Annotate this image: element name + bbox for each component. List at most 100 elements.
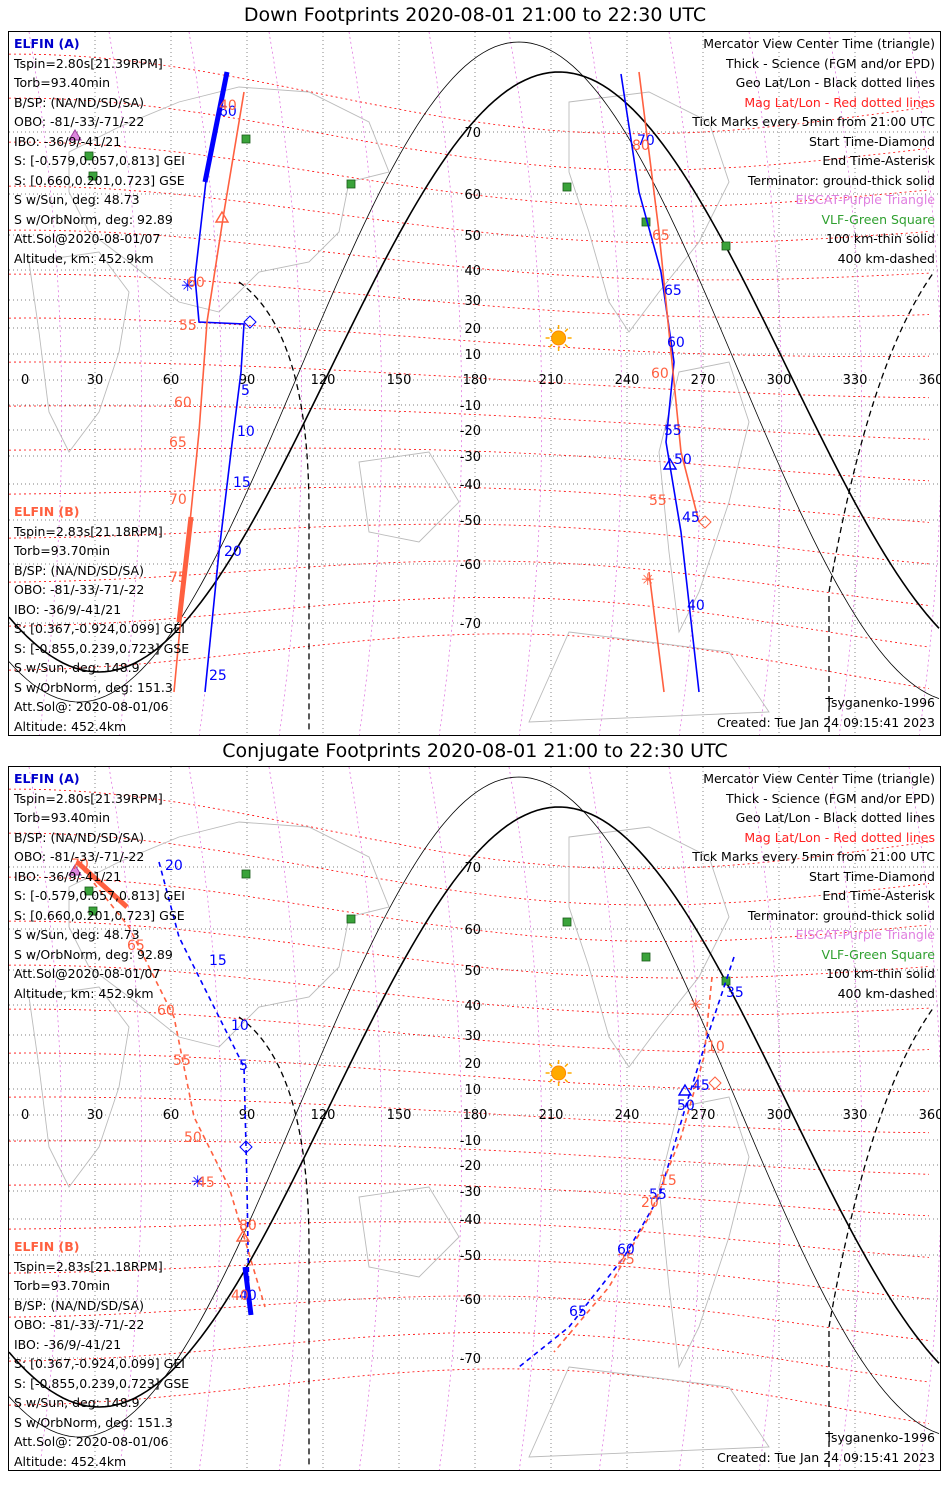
tick-label-b: 65 (652, 228, 670, 244)
info-line: S w/OrbNorm, deg: 92.89 (14, 946, 173, 962)
info-line: S w/OrbNorm, deg: 151.3 (14, 679, 173, 695)
sun-icon (551, 1065, 567, 1081)
model-label: Tsyganenko-1996 (825, 1430, 935, 1445)
continent-outline (658, 1096, 750, 1369)
tick-label-a: 20 (165, 858, 183, 874)
tick-label-b: 45 (197, 1175, 215, 1191)
elfin-a-track (158, 861, 250, 1308)
lat-label: 40 (464, 264, 481, 279)
info-line: Altitude: 452.4km (14, 1453, 127, 1469)
legend-item: Thick - Science (FGM and/or EPD) (726, 55, 935, 71)
mag-meridian (668, 32, 703, 735)
vlf-station-icon (346, 914, 356, 924)
tick-label-a: 50 (674, 452, 692, 468)
mag-meridian (428, 32, 463, 735)
tick-label-a: 45 (692, 1078, 710, 1094)
lat-label: -70 (460, 617, 481, 632)
legend-item: 100 km-thin solid (826, 966, 935, 981)
footer-right: Tsyganenko-1996 Created: Tue Jan 24 09:1… (717, 1428, 935, 1467)
lat-label: 20 (464, 322, 481, 337)
mag-meridian (348, 767, 383, 1470)
mag-parallel (9, 1332, 930, 1383)
map-canvas-conjugate: 0 30 60 90 120 150 180 210 240 270 300 330 360 70 60 50… (9, 767, 940, 1470)
mag-parallel (9, 1295, 930, 1341)
info-line: S: [-0.579,0.057,0.813] GEI (14, 888, 185, 903)
terminator-400km (238, 1016, 310, 1467)
end-asterisk-icon: ✳ (191, 1172, 204, 1191)
vlf-station-icon (84, 151, 94, 161)
info-line: S: [0.367,-0.924,0.099] GEI (14, 621, 185, 636)
lon-label: 60 (163, 1108, 180, 1123)
tick-label-a: 60 (219, 104, 237, 120)
mag-parallel (9, 317, 930, 357)
lat-label: -10 (460, 1134, 481, 1149)
elfin-a-track (620, 73, 700, 693)
info-line: B/SP: (NA/ND/SD/SA) (14, 562, 144, 578)
sun-ray (564, 328, 569, 333)
mag-meridian (748, 767, 783, 1470)
vlf-station-icon (721, 976, 731, 986)
tick-label-b: 40 (219, 98, 237, 114)
tick-label-a: 70 (637, 133, 655, 149)
center-triangle-icon (235, 1229, 251, 1242)
legend-item: Mag Lat/Lon - Red dotted lines (744, 829, 935, 845)
tick-label-a: 60 (667, 335, 685, 351)
start-diamond-icon (698, 515, 712, 529)
mag-parallel (9, 447, 930, 482)
elfin-b-track (638, 71, 700, 523)
vlf-station-icon (241, 869, 251, 879)
mag-parallel (9, 876, 930, 942)
legend-item: Terminator: ground-thick solid (747, 172, 935, 188)
mag-meridian (108, 32, 143, 735)
center-triangle-icon (677, 1083, 693, 1096)
lat-label: 60 (464, 923, 481, 938)
info-line: B/SP: (NA/ND/SD/SA) (14, 94, 144, 110)
eiscat-triangle-icon (68, 864, 82, 876)
mag-parallel (9, 1182, 930, 1217)
info-line: Att.Sol@2020-08-01/07 (14, 231, 161, 246)
lon-label: 240 (615, 373, 640, 388)
tick-label-b: 60 (174, 395, 192, 411)
lon-label: 90 (239, 1108, 256, 1123)
tick-label-b: 75 (169, 570, 187, 586)
tick-label-a: 45 (682, 510, 700, 526)
lat-label: -50 (460, 1249, 481, 1264)
mag-parallel (9, 53, 930, 135)
mag-meridian (748, 32, 783, 735)
created-label: Created: Tue Jan 24 09:15:41 2023 (716, 714, 935, 730)
tick-label-b: 20 (641, 1195, 659, 1211)
lon-label: 300 (767, 1108, 792, 1123)
mag-parallel (9, 1258, 930, 1300)
sun-ray (564, 343, 569, 348)
mag-parallel (9, 273, 930, 318)
tick-label-b: 10 (707, 1039, 725, 1055)
lat-label: 50 (464, 964, 481, 979)
lon-label: 120 (311, 1108, 336, 1123)
legend-item: Geo Lat/Lon - Black dotted lines (735, 75, 935, 90)
mag-parallel (9, 523, 930, 565)
map-panel-conjugate[interactable]: 0 30 60 90 120 150 180 210 240 270 300 330 360 70 60 50… (8, 766, 941, 1471)
info-line: OBO: -81/-33/-71/-22 (14, 582, 145, 597)
lat-label: -70 (460, 1352, 481, 1367)
info-line: Torb=93.70min (14, 543, 111, 558)
tick-label-a: 50 (677, 1098, 695, 1114)
tick-label-b: 50 (184, 1130, 202, 1146)
legend-item: 100 km-thin solid (826, 231, 935, 246)
map-panel-down[interactable]: 0 30 60 90 120 150 180 210 240 270 300 330 360 70 60 50… (8, 31, 941, 736)
center-triangle-icon (662, 457, 678, 470)
legend-item: Mercator View Center Time (triangle) (703, 36, 935, 51)
info-line: Att.Sol@: 2020-08-01/06 (14, 1434, 169, 1449)
lat-label: 50 (464, 229, 481, 244)
mag-meridian (108, 767, 143, 1470)
sun-ray (548, 328, 553, 333)
terminator-100km (9, 776, 940, 1438)
mag-meridian (588, 767, 623, 1470)
lat-label: 40 (464, 999, 481, 1014)
sun-ray (548, 343, 553, 348)
elfin-b-header: ELFIN (B) (14, 504, 80, 519)
end-asterisk-icon: ✳ (641, 570, 654, 589)
mag-parallel (9, 1221, 930, 1258)
mag-parallel (9, 229, 930, 281)
mag-parallel (9, 832, 930, 906)
info-line: Tspin=2.83s[21.18RPM] (14, 1258, 163, 1274)
